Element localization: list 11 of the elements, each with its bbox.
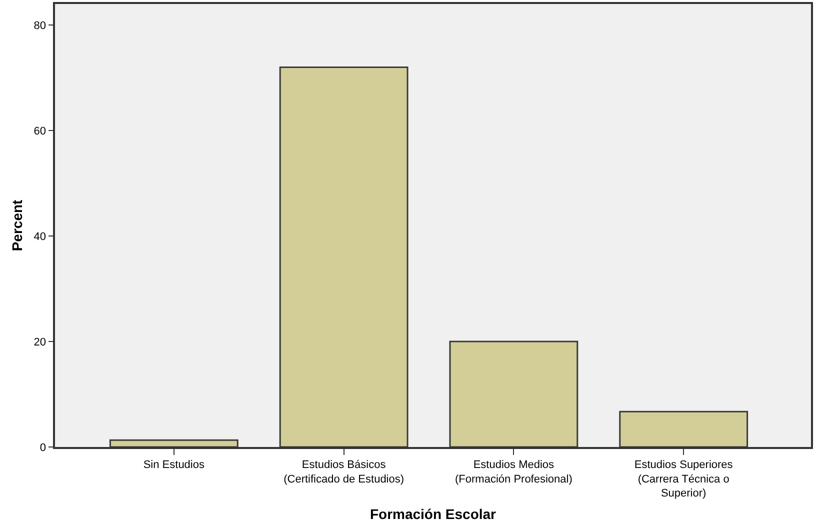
x-tick-label: Estudios Básicos (Certificado de Estudios) (284, 458, 404, 486)
y-tick-label: 60 (34, 125, 46, 138)
y-tick-label: 80 (34, 20, 46, 32)
y-tick-label: 0 (40, 442, 46, 454)
x-tick-label: Estudios Medios (Formación Profesional) (455, 458, 572, 486)
y-axis-title: Percent (8, 199, 25, 252)
y-tick-label: 40 (34, 230, 46, 243)
x-axis-title: Formación Escolar (370, 506, 497, 522)
x-tick-label: Estudios Superiores (Carrera Técnica o Superior) (634, 458, 734, 500)
y-tick-label: 20 (34, 336, 46, 348)
x-tick-label: Sin Estudios (143, 458, 205, 471)
